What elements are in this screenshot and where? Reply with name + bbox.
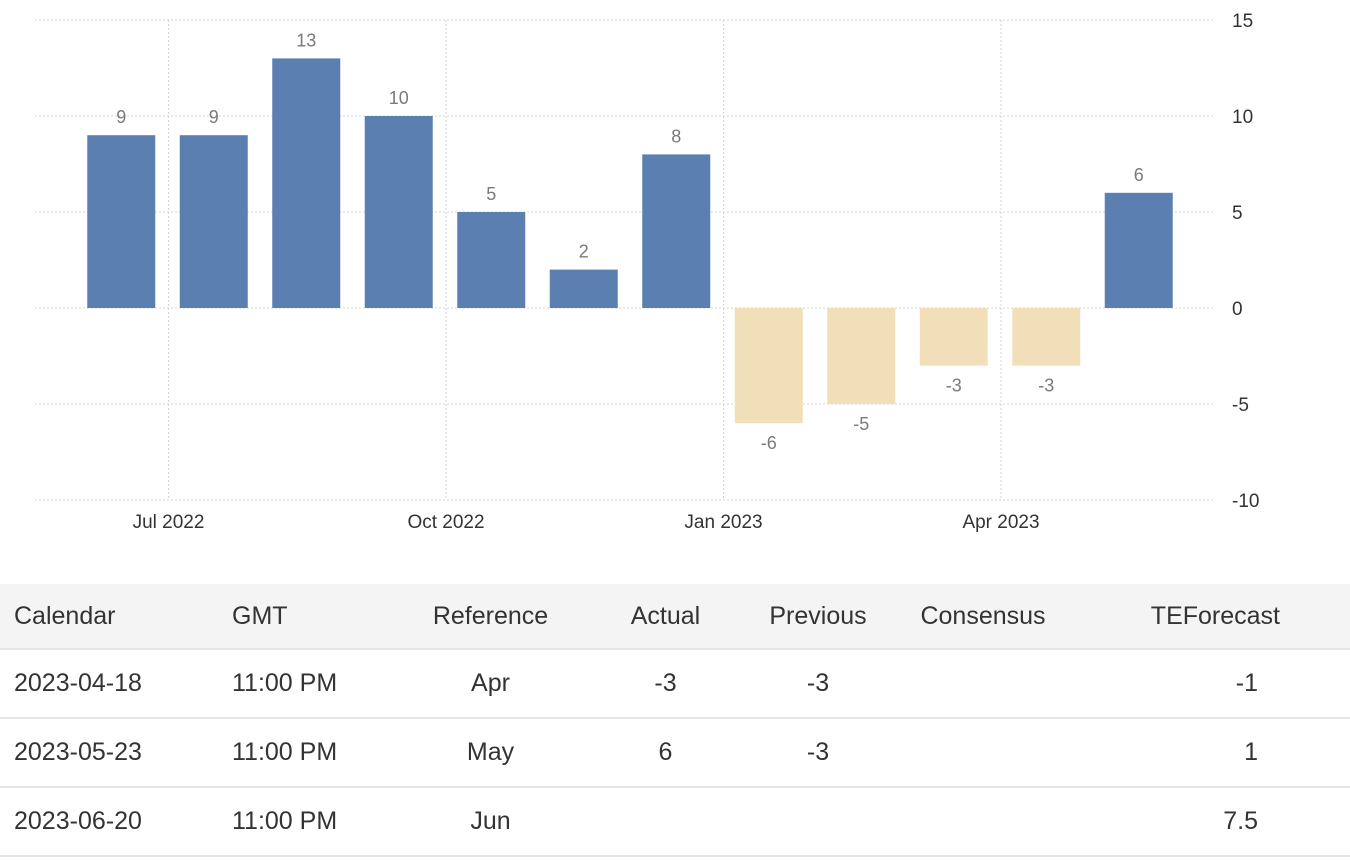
data-label: -3 — [946, 376, 962, 396]
table-row: 2023-05-23 11:00 PM May 6 -3 1 — [0, 718, 1350, 788]
header-gmt: GMT — [218, 584, 393, 650]
header-reference: Reference — [393, 584, 588, 650]
data-label: 9 — [209, 107, 219, 127]
y-tick-label: -5 — [1232, 395, 1249, 416]
data-label: 10 — [389, 88, 409, 108]
bar — [549, 269, 618, 308]
cell-actual — [588, 787, 743, 857]
data-label: 9 — [116, 107, 126, 127]
bar-chart: 15 10 5 0 -5 -10 Jul 2022 Oct 2022 Jan 2023 Apr 2… — [35, 11, 1259, 533]
bar — [457, 212, 526, 308]
header-actual: Actual — [588, 584, 743, 650]
data-label: 2 — [579, 242, 589, 262]
cell-previous — [743, 787, 893, 857]
chart-svg: 15 10 5 0 -5 -10 Jul 2022 Oct 2022 Jan 2023 Apr 2… — [35, 11, 1259, 533]
bar — [734, 308, 803, 424]
x-tick-label: Jul 2022 — [133, 512, 205, 533]
y-tick-label: -10 — [1232, 491, 1259, 512]
cell-teforecast: -1 — [1073, 649, 1350, 719]
y-tick-label: 0 — [1232, 299, 1243, 320]
cell-consensus — [893, 787, 1073, 857]
header-calendar: Calendar — [0, 584, 218, 650]
cell-date: 2023-04-18 — [0, 649, 218, 719]
cell-time: 11:00 PM — [218, 787, 393, 857]
data-label: 6 — [1134, 165, 1144, 185]
data-label: 8 — [671, 126, 681, 146]
bar — [272, 58, 341, 309]
header-teforecast: TEForecast — [1073, 584, 1350, 650]
cell-reference: May — [393, 718, 588, 788]
cell-previous: -3 — [743, 649, 893, 719]
cell-teforecast: 7.5 — [1073, 787, 1350, 857]
cell-consensus — [893, 649, 1073, 719]
x-tick-label: Apr 2023 — [962, 512, 1039, 533]
table-row: 2023-04-18 11:00 PM Apr -3 -3 -1 — [0, 649, 1350, 719]
bar — [827, 308, 896, 404]
cell-consensus — [893, 718, 1073, 788]
cell-actual: 6 — [588, 718, 743, 788]
data-label: -6 — [761, 433, 777, 453]
y-tick-label: 10 — [1232, 107, 1253, 128]
header-consensus: Consensus — [893, 584, 1073, 650]
data-label: 13 — [296, 30, 316, 50]
y-tick-label: 5 — [1232, 203, 1243, 224]
data-label: -3 — [1038, 376, 1054, 396]
bar — [642, 154, 711, 308]
cell-teforecast: 1 — [1073, 718, 1350, 788]
cell-previous: -3 — [743, 718, 893, 788]
bar — [364, 116, 433, 308]
bar — [179, 135, 248, 308]
cell-time: 11:00 PM — [218, 649, 393, 719]
x-tick-label: Oct 2022 — [407, 512, 484, 533]
bar — [87, 135, 156, 308]
x-tick-label: Jan 2023 — [684, 512, 762, 533]
table-header-row: Calendar GMT Reference Actual Previous C… — [0, 584, 1350, 650]
bar — [1012, 308, 1081, 366]
bar — [1104, 192, 1173, 308]
data-label: -5 — [853, 414, 869, 434]
calendar-table: Calendar GMT Reference Actual Previous C… — [0, 584, 1350, 857]
cell-date: 2023-06-20 — [0, 787, 218, 857]
header-previous: Previous — [743, 584, 893, 650]
table-row: 2023-06-20 11:00 PM Jun 7.5 — [0, 787, 1350, 857]
cell-date: 2023-05-23 — [0, 718, 218, 788]
y-tick-label: 15 — [1232, 11, 1253, 32]
data-label: 5 — [486, 184, 496, 204]
cell-time: 11:00 PM — [218, 718, 393, 788]
cell-reference: Jun — [393, 787, 588, 857]
cell-reference: Apr — [393, 649, 588, 719]
cell-actual: -3 — [588, 649, 743, 719]
bar — [919, 308, 988, 366]
